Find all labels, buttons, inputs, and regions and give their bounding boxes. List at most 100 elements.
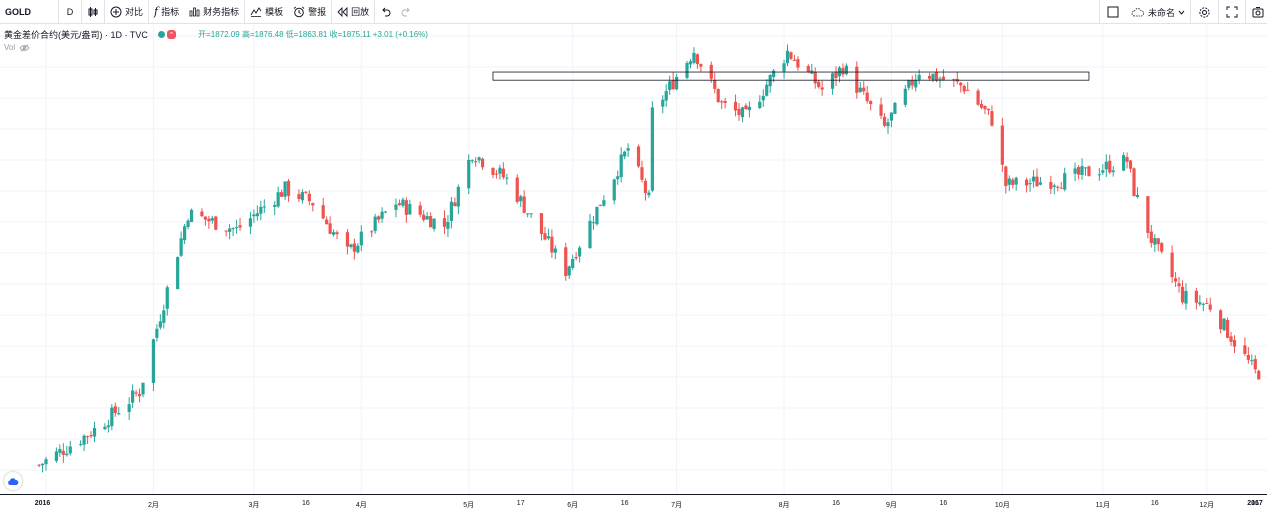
candle-body xyxy=(1014,177,1018,185)
candle xyxy=(574,251,578,261)
interval-button[interactable]: D xyxy=(59,0,81,24)
candle xyxy=(1208,297,1212,312)
templates-button[interactable]: 模板 xyxy=(245,0,288,24)
candle xyxy=(214,215,218,231)
candle-body xyxy=(106,425,110,428)
candle-body xyxy=(1097,174,1101,176)
candle xyxy=(962,84,966,95)
candle xyxy=(723,98,727,109)
candle-body xyxy=(214,216,218,230)
candle-body xyxy=(422,214,426,221)
candle-body xyxy=(1160,243,1164,252)
candle xyxy=(844,63,849,76)
candle xyxy=(567,265,571,280)
layout-name-button[interactable]: 未命名 xyxy=(1126,0,1190,24)
candle xyxy=(1073,162,1077,182)
settings-button[interactable] xyxy=(1191,0,1218,24)
redo-button[interactable] xyxy=(396,0,417,24)
chart-type-button[interactable] xyxy=(82,0,104,24)
candle-body xyxy=(1063,173,1067,190)
candle xyxy=(110,404,114,431)
candle-body xyxy=(844,65,849,75)
indicators-button[interactable]: f 指标 xyxy=(149,0,184,24)
undo-button[interactable] xyxy=(375,0,396,24)
candle-body xyxy=(304,191,308,193)
candle xyxy=(1125,152,1129,169)
time-axis[interactable]: 2016 2月 3月 16 4月 5月 17 6月 16 7月 8月 16 9月 16 10月 11月 16 12… xyxy=(0,494,1267,512)
candle-body xyxy=(1170,252,1174,278)
candle xyxy=(716,88,720,104)
snapshot-button[interactable] xyxy=(1246,0,1267,24)
candle xyxy=(623,150,627,160)
candle-body xyxy=(186,220,190,227)
market-badge: ≈ xyxy=(166,30,177,39)
candle-body xyxy=(394,204,398,210)
candle xyxy=(692,47,696,65)
time-tick-label: 16 xyxy=(1150,500,1159,507)
symbol-search-button[interactable]: GOLD xyxy=(0,0,58,24)
candle xyxy=(1194,287,1198,310)
logo-button[interactable] xyxy=(4,472,22,490)
financials-button[interactable]: 财务指标 xyxy=(184,0,244,24)
replay-button[interactable]: 回放 xyxy=(332,0,374,24)
candle-body xyxy=(300,192,305,201)
candle-body xyxy=(1128,160,1133,169)
candle xyxy=(165,285,169,316)
candle xyxy=(664,84,668,107)
candle xyxy=(1049,175,1053,195)
candle xyxy=(733,94,738,117)
candle xyxy=(1225,317,1230,339)
time-tick-label: 17 xyxy=(516,500,525,507)
candle-body xyxy=(238,225,242,228)
candle-body xyxy=(1087,166,1091,177)
price-chart[interactable] xyxy=(0,24,1267,494)
chevron-down-icon xyxy=(1178,10,1185,15)
candle-body xyxy=(914,79,918,88)
candle-body xyxy=(962,86,966,92)
candle xyxy=(1250,354,1254,366)
candle-body xyxy=(869,101,873,105)
symbol-title[interactable]: 黄金差价合约(美元/盎司) · 1D · TVC xyxy=(4,30,148,40)
market-status[interactable]: ≈ xyxy=(157,30,177,39)
candle-body xyxy=(675,76,679,90)
candle xyxy=(619,147,623,183)
candle-body xyxy=(785,50,790,64)
candle-body xyxy=(668,81,672,90)
fullscreen-select-button[interactable] xyxy=(1100,0,1126,24)
time-tick-label: 4月 xyxy=(355,502,367,509)
alert-button[interactable]: 警报 xyxy=(288,0,331,24)
candle-body xyxy=(273,205,277,207)
candle-body xyxy=(165,287,169,309)
candle xyxy=(986,108,991,116)
candle-body xyxy=(1253,359,1257,370)
separator xyxy=(58,0,59,24)
time-tick-label: 8月 xyxy=(778,502,790,509)
compare-button[interactable]: 对比 xyxy=(105,0,148,24)
candle xyxy=(1111,166,1115,177)
candle-body xyxy=(137,394,142,397)
candle-body xyxy=(1156,238,1160,245)
candle xyxy=(1059,182,1063,189)
eye-hidden-icon[interactable] xyxy=(19,43,30,52)
candle xyxy=(176,256,180,290)
gear-icon xyxy=(1198,6,1211,19)
candle xyxy=(498,164,502,180)
candle-body xyxy=(1031,176,1036,182)
candle xyxy=(578,245,582,263)
candle-body xyxy=(158,321,162,328)
candle xyxy=(189,208,194,223)
candle-body xyxy=(442,218,447,227)
time-tick-label: 16 xyxy=(301,500,310,507)
candle-body xyxy=(716,88,720,102)
separator xyxy=(148,0,150,24)
candle xyxy=(820,80,824,96)
candle xyxy=(1028,178,1032,192)
candle-body xyxy=(1232,340,1237,347)
separator xyxy=(1245,0,1246,24)
candle-body xyxy=(515,177,519,202)
fullscreen-button[interactable] xyxy=(1219,0,1245,24)
candle xyxy=(397,199,402,206)
candle-body xyxy=(259,206,263,214)
candle xyxy=(349,243,353,249)
drawings-layer xyxy=(492,71,1090,81)
